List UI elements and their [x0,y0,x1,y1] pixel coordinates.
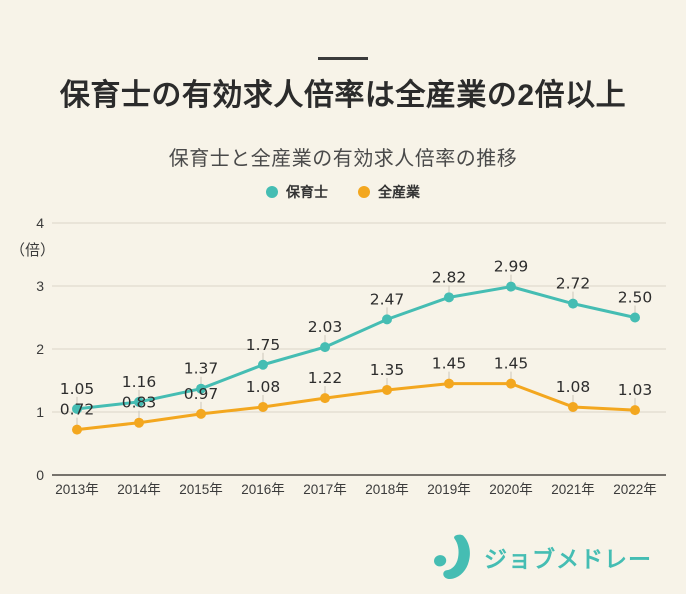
y-tick-label: 2 [36,341,44,357]
legend-item: 全産業 [358,182,420,202]
x-tick-label: 2018年 [365,482,409,497]
data-point-全産業 [382,384,392,395]
data-label-保育士: 1.16 [122,373,157,391]
data-label-全産業: 0.83 [122,394,157,412]
data-label-保育士: 1.75 [246,336,281,354]
data-label-全産業: 1.22 [308,369,343,387]
x-tick-label: 2020年 [489,482,533,497]
jobmedley-logo-icon [434,534,470,579]
data-label-保育士: 2.82 [432,268,467,286]
data-point-保育士 [320,342,330,353]
data-point-全産業 [568,401,578,412]
data-point-全産業 [134,417,144,428]
x-tick-label: 2015年 [179,482,223,497]
data-label-全産業: 0.97 [184,385,219,403]
data-point-保育士 [382,314,392,325]
x-tick-label: 2019年 [427,482,471,497]
data-point-保育士 [568,298,578,309]
x-tick-label: 2014年 [117,482,161,497]
data-label-全産業: 1.08 [246,378,281,396]
data-label-全産業: 1.08 [556,378,591,396]
legend-item: 保育士 [266,182,328,202]
series-line-保育士 [75,285,637,411]
data-label-保育士: 2.03 [308,318,343,336]
data-label-保育士: 1.37 [184,360,219,378]
legend-label: 保育士 [286,184,328,200]
data-label-全産業: 1.45 [432,355,467,373]
data-point-全産業 [630,405,640,416]
x-tick-label: 2017年 [303,482,347,497]
data-point-全産業 [72,424,82,435]
data-point-保育士 [72,403,82,414]
data-point-保育士 [258,359,268,370]
legend-label: 全産業 [378,184,420,200]
data-label-保育士: 1.05 [60,380,95,398]
data-point-保育士 [506,281,516,292]
data-point-保育士 [444,292,454,303]
data-label-保育士: 2.72 [556,275,591,293]
data-point-保育士 [196,383,206,394]
series-line-全産業 [75,382,637,432]
y-tick-label: 1 [36,404,44,420]
main-title: 保育士の有効求人倍率は全産業の2倍以上 [59,79,627,112]
brand-footer: ジョブメドレー [431,534,652,580]
y-tick-label: 3 [36,278,44,294]
data-label-全産業: 1.35 [370,361,405,379]
data-label-保育士: 2.50 [618,289,653,307]
data-label-保育士: 2.99 [494,258,529,276]
chart-legend: 保育士 全産業 [0,182,686,202]
line-chart: 0 1 2 3 4 （倍） 2013年 2014年 2015年 2016年 2017年 2018年 20… [10,215,666,497]
legend-dot-icon [358,186,370,198]
data-label-全産業: 0.72 [60,401,95,419]
x-tick-label: 2013年 [55,482,99,497]
data-point-全産業 [506,378,516,389]
data-point-全産業 [258,401,268,412]
data-point-保育士 [134,396,144,407]
chart-area: 0 1 2 3 4 （倍） 2013年 2014年 2015年 2016年 2017年 2018年 20… [0,205,686,505]
data-label-全産業: 1.45 [494,355,529,373]
data-point-全産業 [320,393,330,404]
x-tick-label: 2022年 [613,482,657,497]
data-label-全産業: 1.03 [618,381,653,399]
data-point-全産業 [196,408,206,419]
data-label-保育士: 2.47 [370,290,405,308]
jobmedley-logo-text: ジョブメドレー [484,546,652,572]
y-axis-unit-label: （倍） [10,242,55,259]
x-tick-label: 2016年 [241,482,285,497]
title-dash-decoration [318,57,368,60]
y-tick-label: 4 [36,215,44,231]
chart-subtitle: 保育士と全産業の有効求人倍率の推移 [168,148,518,170]
x-tick-label: 2021年 [551,482,595,497]
data-point-全産業 [444,378,454,389]
y-tick-label: 0 [36,467,44,483]
data-point-保育士 [630,312,640,323]
legend-dot-icon [266,186,278,198]
